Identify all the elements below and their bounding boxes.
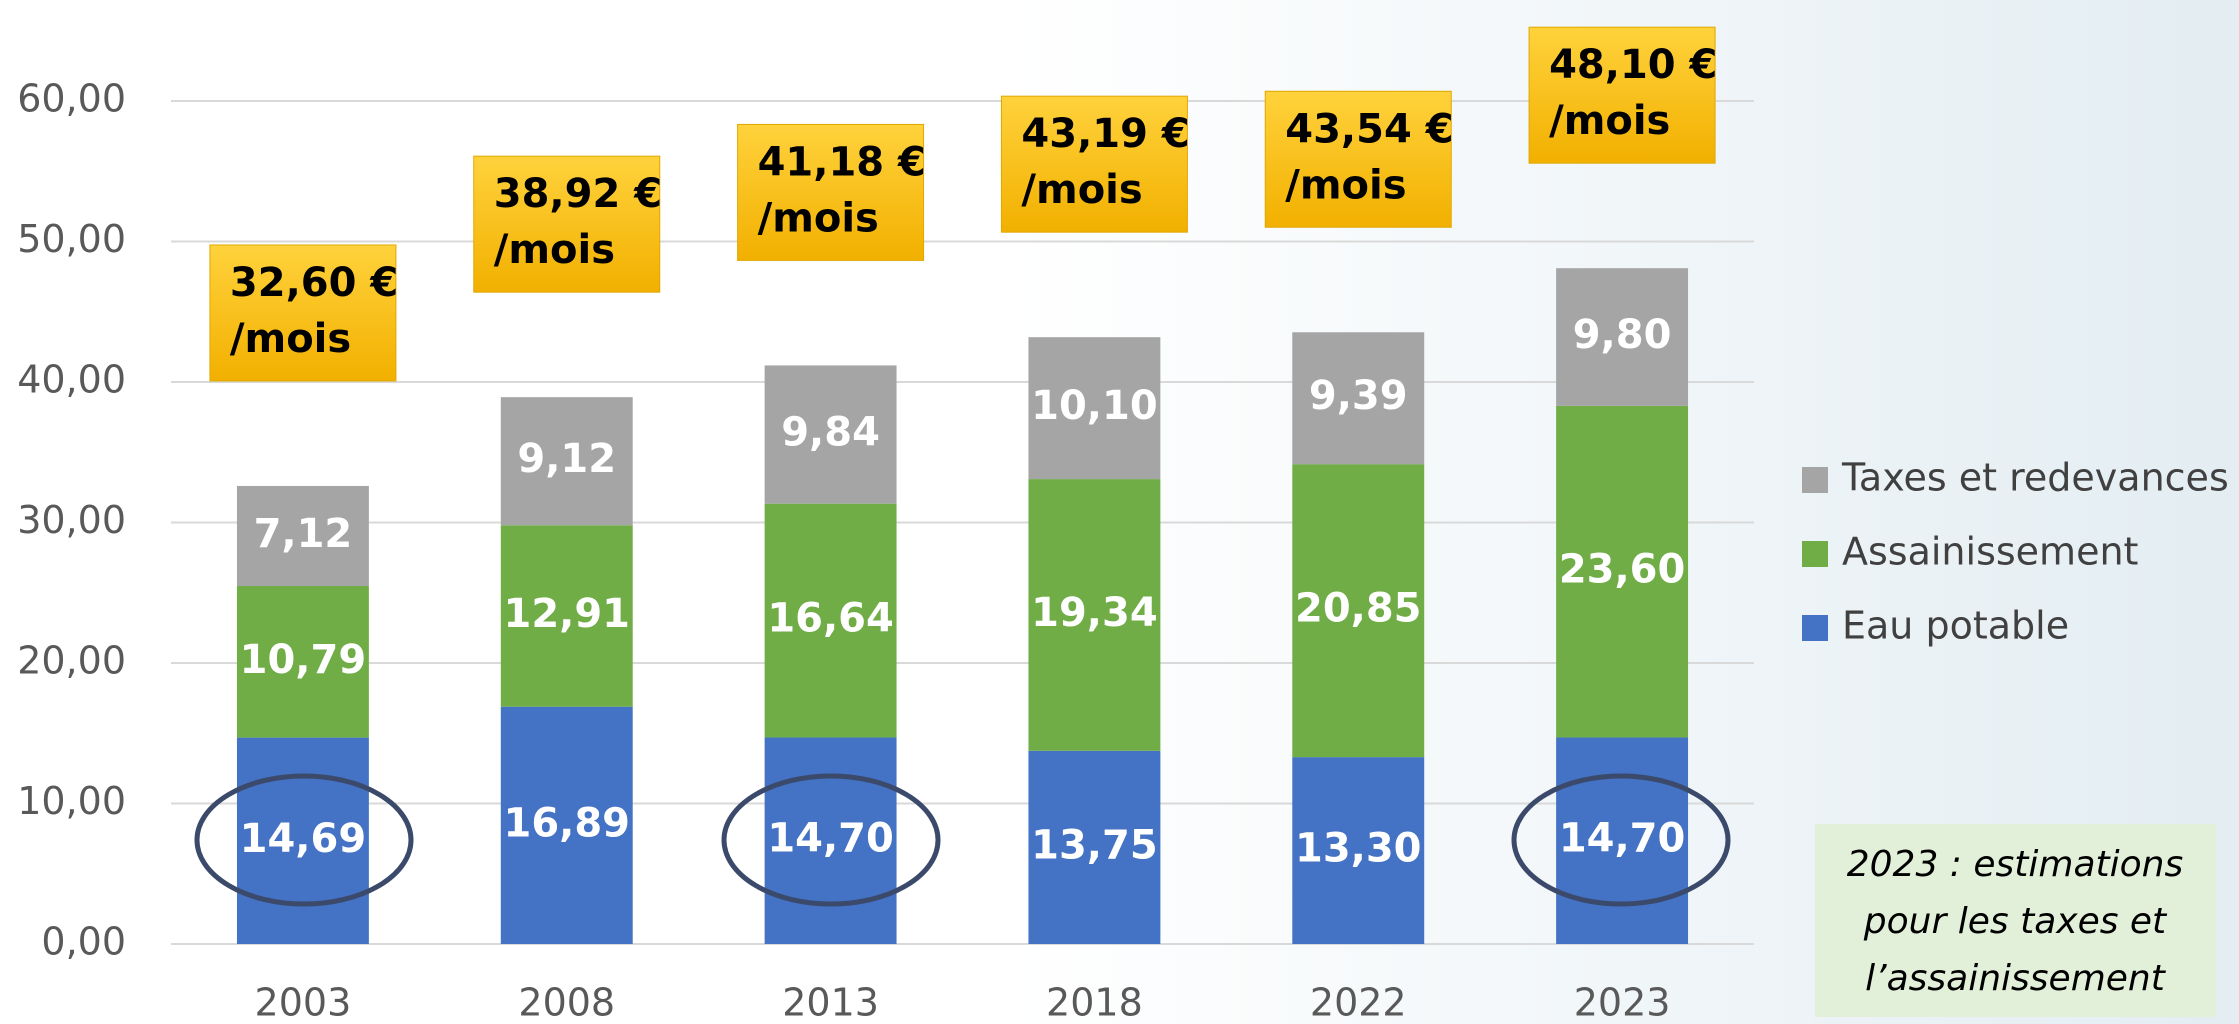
bar-segment — [1028, 750, 1161, 944]
total-annotation: /mois — [1021, 167, 1142, 213]
highlight-ellipse — [721, 773, 941, 907]
y-tick-label: 30,00 — [17, 498, 126, 542]
x-tick-label: 2013 — [782, 981, 879, 1024]
note-box — [1815, 824, 2216, 1017]
bar-segment — [1556, 405, 1689, 738]
data-label: 9,80 — [1573, 312, 1672, 358]
legend-swatch — [1802, 541, 1828, 567]
y-tick-label: 10,00 — [17, 779, 126, 823]
legend-label: Assainissement — [1842, 530, 2138, 574]
total-annotation: /mois — [1549, 98, 1670, 144]
total-annotation: /mois — [230, 316, 351, 362]
highlight-ellipse — [194, 773, 414, 907]
bar-segment — [764, 365, 897, 504]
total-box — [473, 155, 661, 293]
bar-segment — [1028, 479, 1161, 751]
note-text: 2023 : estimations — [1847, 844, 2184, 885]
total-annotation: /mois — [1285, 162, 1406, 208]
legend-label: Taxes et redevances — [1841, 456, 2229, 500]
data-label: 19,34 — [1031, 590, 1158, 636]
bar-segment — [1556, 268, 1689, 406]
x-tick-label: 2008 — [518, 981, 615, 1024]
total-box — [1000, 95, 1188, 233]
y-tick-label: 50,00 — [17, 217, 126, 261]
data-label: 14,70 — [767, 816, 894, 862]
data-label: 12,91 — [503, 591, 630, 637]
data-label: 7,12 — [254, 511, 353, 557]
total-annotation: /mois — [494, 227, 615, 273]
data-label: 10,79 — [240, 637, 367, 683]
bar-segment — [764, 737, 897, 944]
y-tick-label: 0,00 — [41, 920, 126, 964]
data-label: 16,64 — [767, 596, 894, 642]
data-label: 20,85 — [1295, 586, 1422, 632]
data-label: 9,39 — [1309, 373, 1408, 419]
total-annotation: 43,54 € — [1285, 106, 1453, 152]
bar-segment — [1556, 737, 1689, 944]
y-tick-label: 60,00 — [17, 77, 126, 121]
data-label: 23,60 — [1559, 547, 1686, 593]
total-annotation: 43,19 € — [1021, 111, 1189, 157]
total-annotation: 41,18 € — [758, 139, 926, 185]
x-tick-label: 2003 — [255, 981, 352, 1024]
total-box — [737, 123, 925, 261]
y-tick-label: 20,00 — [17, 639, 126, 683]
total-box — [1528, 26, 1716, 164]
note-text: pour les taxes et — [1863, 901, 2168, 942]
total-annotation: /mois — [758, 195, 879, 241]
data-label: 14,69 — [240, 816, 367, 862]
bar-segment — [500, 397, 633, 526]
data-label: 16,89 — [503, 800, 630, 846]
bar-segment — [1292, 757, 1425, 944]
data-label: 10,10 — [1031, 383, 1158, 429]
bar-segment — [1292, 464, 1425, 758]
bar-segment — [1028, 337, 1161, 480]
legend-swatch — [1802, 615, 1828, 641]
data-label: 14,70 — [1559, 816, 1686, 862]
highlight-ellipse — [1511, 773, 1731, 907]
bar-segment — [236, 737, 369, 944]
bar-segment — [1292, 332, 1425, 465]
x-tick-label: 2018 — [1046, 981, 1143, 1024]
x-tick-label: 2022 — [1310, 981, 1407, 1024]
y-tick-label: 40,00 — [17, 358, 126, 402]
total-box — [209, 244, 397, 382]
x-tick-label: 2023 — [1574, 981, 1671, 1024]
bar-segment — [764, 503, 897, 738]
total-box — [1264, 90, 1452, 228]
legend-label: Eau potable — [1842, 604, 2069, 648]
data-label: 9,12 — [517, 436, 616, 482]
note-text: l’assainissement — [1865, 958, 2167, 999]
bar-segment — [500, 706, 633, 944]
data-label: 9,84 — [781, 410, 880, 456]
bar-segment — [236, 586, 369, 738]
total-annotation: 32,60 € — [230, 260, 398, 306]
data-label: 13,75 — [1031, 822, 1158, 868]
total-annotation: 48,10 € — [1549, 42, 1717, 88]
bar-segment — [236, 485, 369, 587]
data-label: 13,30 — [1295, 826, 1422, 872]
total-annotation: 38,92 € — [494, 171, 662, 217]
legend-swatch — [1802, 467, 1828, 493]
bar-segment — [500, 525, 633, 707]
